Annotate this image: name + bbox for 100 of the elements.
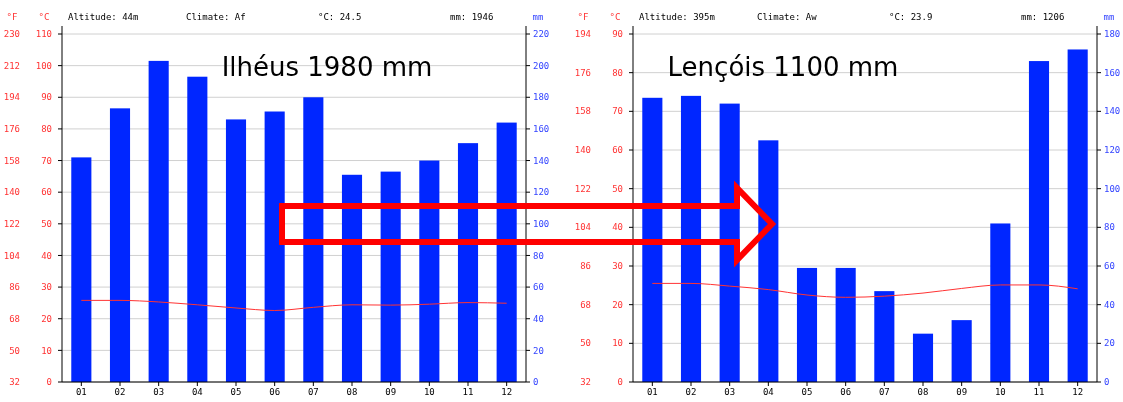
y2-tick-label: 120: [533, 187, 550, 198]
bar: [680, 95, 702, 382]
x-tick-label: 05: [801, 387, 813, 397]
x-tick-label: 11: [462, 387, 474, 397]
x-tick-label: 05: [230, 387, 242, 397]
y3-tick-label: 140: [3, 187, 20, 198]
y2-tick-label: 160: [1104, 67, 1121, 78]
y2-tick-label: 0: [1104, 377, 1110, 388]
bar: [71, 157, 92, 382]
y2-tick-label: 100: [1104, 183, 1121, 194]
text: mm: 1946: [450, 12, 494, 22]
x-tick-label: 09: [956, 387, 968, 397]
bar: [990, 223, 1011, 382]
y-tick-label: 20: [612, 299, 623, 310]
y3-tick-label: 104: [574, 222, 591, 233]
text: Climate: Aw: [757, 12, 818, 22]
text: °C: 23.9: [889, 12, 933, 22]
y-tick-label: 40: [612, 222, 623, 233]
bar: [1028, 61, 1050, 382]
y-tick-label: 90: [612, 29, 623, 40]
y-tick-label: 90: [41, 92, 52, 103]
x-tick-label: 09: [385, 387, 397, 397]
text: Altitude: 395m: [639, 12, 715, 22]
y2-tick-label: 20: [533, 345, 544, 356]
y2-tick-label: 140: [533, 155, 550, 166]
x-tick-label: 02: [114, 387, 126, 397]
x-tick-label: 08: [346, 387, 358, 397]
x-tick-label: 10: [994, 387, 1006, 397]
x-tick-label: 11: [1033, 387, 1045, 397]
y3-tick-label: 32: [9, 377, 20, 388]
y-tick-label: 0: [46, 377, 52, 388]
text: Ilhéus 1980 mm: [221, 52, 433, 82]
y-tick-label: 70: [41, 155, 52, 166]
x-tick-label: 01: [646, 387, 658, 397]
x-tick-label: 04: [191, 387, 203, 397]
y3-tick-label: 194: [574, 29, 591, 40]
bar: [719, 103, 740, 382]
bar: [419, 160, 440, 382]
y3-tick-label: 176: [3, 124, 20, 135]
bar: [187, 76, 208, 382]
y-tick-label: 10: [612, 338, 623, 349]
y2-tick-label: 40: [1104, 299, 1115, 310]
x-tick-label: 10: [423, 387, 435, 397]
y3-axis-title: °F: [6, 12, 18, 22]
x-tick-label: 03: [153, 387, 165, 397]
x-tick-label: 06: [840, 387, 852, 397]
y3-tick-label: 50: [9, 345, 20, 356]
y3-tick-label: 194: [3, 92, 20, 103]
y-tick-label: 30: [612, 261, 623, 272]
y2-tick-label: 60: [1104, 261, 1115, 272]
y3-tick-label: 86: [9, 282, 20, 293]
bar: [835, 267, 856, 382]
y-tick-label: 30: [41, 282, 52, 293]
bar: [225, 119, 247, 382]
bar: [148, 60, 169, 382]
y2-tick-label: 220: [533, 29, 550, 40]
text: Lençóis 1100 mm: [667, 52, 899, 82]
text: Altitude: 44m: [68, 12, 139, 22]
y-axis-title: °C: [609, 12, 621, 22]
x-tick-label: 07: [307, 387, 319, 397]
bar: [380, 171, 401, 382]
y3-tick-label: 50: [580, 338, 591, 349]
y-tick-label: 10: [41, 345, 52, 356]
y2-tick-label: 80: [1104, 222, 1115, 233]
y3-axis-title: °F: [577, 12, 589, 22]
bar: [1067, 49, 1088, 382]
y-tick-label: 80: [41, 124, 52, 135]
y2-tick-label: 0: [533, 377, 539, 388]
y3-tick-label: 140: [574, 145, 591, 156]
y-tick-label: 20: [41, 313, 52, 324]
y3-tick-label: 104: [3, 250, 20, 261]
y2-tick-label: 120: [1104, 145, 1121, 156]
y3-tick-label: 158: [3, 155, 20, 166]
y-tick-label: 50: [612, 183, 623, 194]
x-tick-label: 03: [724, 387, 736, 397]
x-tick-label: 06: [269, 387, 281, 397]
y-tick-label: 0: [617, 377, 623, 388]
y2-axis-title: mm: [532, 12, 544, 22]
y2-tick-label: 40: [533, 313, 544, 324]
y2-tick-label: 100: [533, 218, 550, 229]
y-tick-label: 40: [41, 250, 52, 261]
bar: [457, 143, 479, 382]
bar: [303, 97, 324, 382]
bar: [796, 267, 818, 382]
y3-tick-label: 86: [580, 261, 591, 272]
y2-axis-title: mm: [1103, 12, 1115, 22]
y2-tick-label: 200: [533, 60, 550, 71]
x-tick-label: 07: [878, 387, 890, 397]
y3-tick-label: 176: [574, 67, 591, 78]
x-tick-label: 01: [75, 387, 87, 397]
bar: [874, 291, 895, 382]
y2-tick-label: 20: [1104, 338, 1115, 349]
y3-tick-label: 212: [3, 60, 20, 71]
text: Climate: Af: [186, 12, 246, 22]
x-tick-label: 12: [1072, 387, 1084, 397]
y3-tick-label: 68: [9, 313, 20, 324]
line-series: [651, 282, 1079, 298]
y-tick-label: 60: [612, 145, 623, 156]
x-tick-label: 08: [917, 387, 929, 397]
y-tick-label: 110: [35, 29, 52, 40]
